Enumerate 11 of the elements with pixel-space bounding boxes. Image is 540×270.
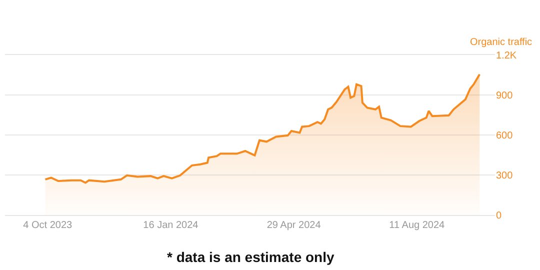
y-tick-label: 0 <box>496 210 502 222</box>
x-tick-label: 4 Oct 2023 <box>23 220 73 231</box>
y-tick-label: 300 <box>496 170 514 182</box>
x-tick-label: 29 Apr 2024 <box>266 220 322 231</box>
y-axis-title: Organic traffic <box>470 37 532 48</box>
x-tick-label: 11 Aug 2024 <box>389 220 446 231</box>
y-tick-label: 1.2K <box>496 50 517 62</box>
x-tick-label: 16 Jan 2024 <box>143 220 199 231</box>
text: * data is an estimate only <box>167 249 334 265</box>
y-tick-label: 900 <box>496 90 514 102</box>
y-tick-label: 600 <box>496 130 514 142</box>
